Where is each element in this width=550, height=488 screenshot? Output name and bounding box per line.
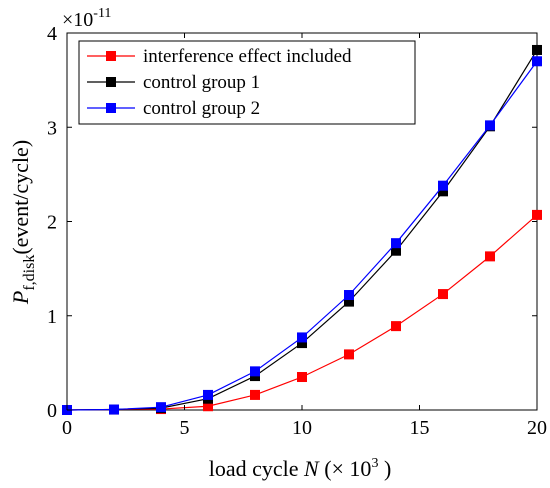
data-point [438, 186, 448, 197]
x-axis-label-suffix: (× 10 [319, 456, 372, 481]
y-axis-label: Pf,disk(event/cycle) [8, 140, 38, 305]
y-multiplier-exp: -11 [93, 6, 111, 21]
data-point [297, 338, 307, 349]
x-axis-label-exp: 3 [371, 456, 378, 471]
x-tick-label: 0 [62, 417, 72, 439]
y-tick-label: 1 [47, 306, 57, 328]
y-axis-label-sub: f,disk [21, 255, 38, 291]
x-tick-label: 15 [410, 417, 430, 439]
data-point [297, 372, 307, 383]
data-point [250, 366, 260, 377]
y-tick-label: 3 [47, 117, 57, 139]
data-point [485, 251, 495, 262]
data-point [391, 245, 401, 256]
y-multiplier-base: ×10 [62, 9, 93, 31]
data-point [344, 290, 354, 301]
data-point [532, 56, 542, 67]
legend-item-1: interference effect included [87, 46, 352, 67]
legend-label: interference effect included [143, 46, 352, 67]
series-3 [62, 56, 542, 415]
ticks-layer: 0 5 10 15 20 0 1 2 3 4 [47, 23, 547, 439]
data-point [203, 389, 213, 400]
series-1 [62, 209, 542, 415]
legend-marker [106, 103, 116, 113]
x-tick-label: 20 [527, 417, 547, 439]
data-point [297, 332, 307, 343]
x-tick-label: 5 [180, 417, 190, 439]
x-axis-label-prefix: load cycle [209, 456, 304, 481]
x-tick-label: 10 [292, 417, 312, 439]
y-multiplier: ×10-11 [62, 6, 111, 31]
y-axis-label-unit: (event/cycle) [8, 140, 33, 255]
legend-item-2: control group 1 [87, 72, 260, 93]
legend-marker [106, 51, 116, 61]
data-point [485, 120, 495, 131]
data-point [344, 349, 354, 360]
data-point [109, 404, 119, 415]
series-layer [62, 44, 542, 415]
legend: interference effect included control grou… [78, 40, 416, 125]
x-axis-label-var: N [303, 456, 320, 481]
data-point [532, 44, 542, 55]
y-tick-label: 4 [47, 23, 57, 45]
data-point [250, 389, 260, 400]
data-point [203, 401, 213, 412]
data-point [438, 289, 448, 300]
legend-label: control group 2 [143, 98, 260, 119]
legend-item-3: control group 2 [87, 98, 260, 119]
data-point [391, 238, 401, 249]
data-point [532, 209, 542, 220]
y-tick-label: 0 [47, 400, 57, 422]
y-tick-label: 2 [47, 212, 57, 234]
data-point [438, 180, 448, 191]
legend-marker [106, 77, 116, 87]
data-point [156, 402, 166, 413]
x-axis-label: load cycle N (× 103 ) [209, 456, 392, 481]
legend-label: control group 1 [143, 72, 260, 93]
data-point [344, 296, 354, 307]
data-point [391, 321, 401, 332]
x-axis-label-close: ) [378, 456, 391, 481]
y-axis-label-var: P [8, 291, 33, 305]
